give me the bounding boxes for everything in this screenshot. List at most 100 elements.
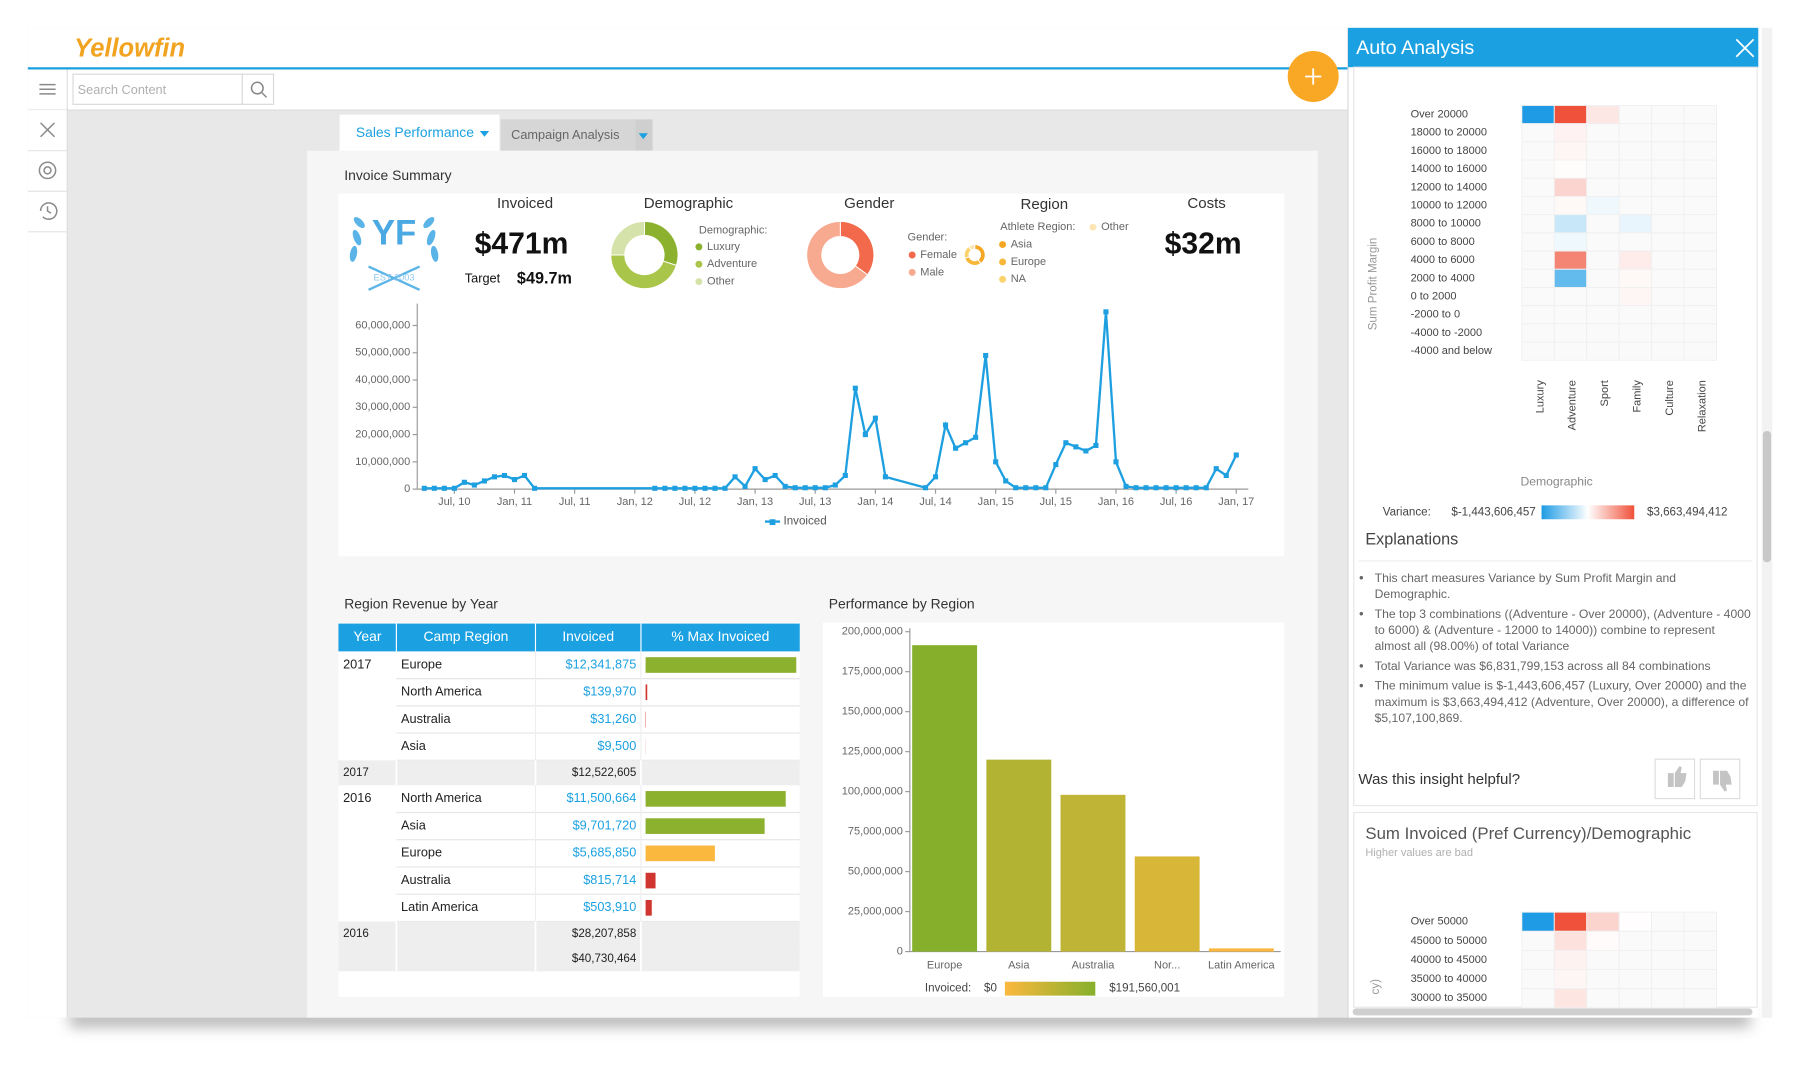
kpi-target: $49.7m xyxy=(517,270,572,288)
sidebar-icons xyxy=(38,83,58,220)
row-label: -4000 to -2000 xyxy=(1411,327,1483,339)
marker xyxy=(782,483,788,489)
legend-max: $3,663,494,412 xyxy=(1647,506,1727,518)
heat-cell xyxy=(1553,286,1588,307)
heat-cell xyxy=(1618,969,1653,990)
heat-cell xyxy=(1553,949,1588,971)
add-icon xyxy=(1305,68,1322,85)
kpi-title: Invoiced xyxy=(497,195,553,212)
heat-cell xyxy=(1651,930,1685,951)
tab-active[interactable] xyxy=(339,114,500,152)
heat-cell xyxy=(1683,988,1718,1009)
heat-cell xyxy=(1521,988,1555,1009)
close-icon[interactable] xyxy=(40,122,56,138)
heat-cell xyxy=(1553,988,1588,1009)
bar xyxy=(986,759,1052,952)
marker xyxy=(1113,459,1119,465)
pct-bar xyxy=(645,845,715,862)
kpi-target-label: Target xyxy=(465,271,501,286)
settings-icon[interactable] xyxy=(38,161,57,180)
heat-cell xyxy=(1618,949,1653,971)
sidebar xyxy=(27,110,68,1018)
heat-cell xyxy=(1586,232,1620,252)
marker xyxy=(1073,444,1079,450)
marker xyxy=(431,485,437,491)
column-label: Adventure xyxy=(1567,380,1579,430)
x-tick-label: Jan, 13 xyxy=(737,496,773,508)
heat-cell xyxy=(1683,930,1718,951)
heat-cell xyxy=(1651,250,1685,270)
heat-cell xyxy=(1683,232,1718,252)
legend-gradient xyxy=(1541,505,1635,520)
legend-title: Demographic: xyxy=(699,225,767,237)
logo: Yellowfin xyxy=(74,35,185,63)
y-tick-label: 75,000,000 xyxy=(848,826,903,838)
cell: Latin America xyxy=(401,899,479,914)
cell: $11,500,664 xyxy=(566,790,636,805)
heat-cell xyxy=(1521,286,1555,307)
marker xyxy=(872,415,878,421)
legend-max: $191,560,001 xyxy=(1109,983,1180,995)
bar-card xyxy=(822,622,1285,997)
y-tick-label: 100,000,000 xyxy=(842,786,903,798)
heat-cell xyxy=(1521,159,1555,179)
x-tick-label: Jul, 14 xyxy=(919,496,951,508)
heat-cell xyxy=(1683,159,1718,179)
marker xyxy=(812,485,818,491)
heat-cell xyxy=(1521,195,1555,216)
heat-cell xyxy=(1651,159,1685,179)
cell: $9,701,720 xyxy=(573,817,637,832)
cell: $31,260 xyxy=(590,711,636,726)
heat-cell xyxy=(1553,105,1588,125)
cell: $12,341,875 xyxy=(565,656,636,671)
heat-cell xyxy=(1553,195,1588,216)
marker xyxy=(1143,485,1149,491)
marker xyxy=(842,472,848,479)
marker xyxy=(1123,483,1129,489)
column-label: Luxury xyxy=(1534,380,1546,414)
legend-label: Europe xyxy=(1011,256,1046,268)
heat-cell xyxy=(1683,286,1718,307)
heat-cell xyxy=(1618,105,1653,125)
scrollbar-thumb[interactable] xyxy=(1762,431,1772,563)
kpi-value: $471m xyxy=(475,228,569,261)
heat-cell xyxy=(1586,969,1620,990)
marker xyxy=(1023,485,1029,491)
cell: 2017 xyxy=(343,767,369,779)
legend-title: Athlete Region: xyxy=(1000,221,1075,233)
heat-cell xyxy=(1651,305,1685,325)
legend-min: $0 xyxy=(984,983,997,995)
heat-cell xyxy=(1586,323,1620,343)
marker xyxy=(792,485,798,491)
marker xyxy=(521,472,528,479)
legend-label: Male xyxy=(920,266,944,278)
heat-cell xyxy=(1618,988,1653,1009)
table-title: Region Revenue by Year xyxy=(344,596,498,612)
search-icon[interactable] xyxy=(250,81,268,98)
marker xyxy=(501,472,508,479)
menu-icon[interactable] xyxy=(39,83,56,95)
kpi-title: Costs xyxy=(1187,195,1225,212)
legend-dot xyxy=(908,268,916,276)
heat-cell xyxy=(1618,911,1653,932)
panel-close[interactable] xyxy=(1735,38,1755,58)
history-icon[interactable] xyxy=(39,202,58,220)
marker xyxy=(983,352,989,359)
marker xyxy=(882,474,888,480)
legend-label: Adventure xyxy=(707,258,757,270)
heat-cell xyxy=(1521,323,1555,343)
bar xyxy=(1134,856,1200,952)
heat-cell xyxy=(1521,911,1555,932)
thumbs-up-icon xyxy=(1667,766,1687,787)
h-scrollbar[interactable] xyxy=(1352,1008,1753,1016)
heat-cell xyxy=(1586,177,1620,197)
thumbs-down-icon xyxy=(1713,770,1732,792)
marker xyxy=(672,485,678,491)
marker xyxy=(1203,485,1209,491)
tab[interactable] xyxy=(500,119,636,151)
search-box[interactable] xyxy=(72,73,275,105)
x-tick-label: Jan, 12 xyxy=(617,496,653,508)
heat-cell xyxy=(1553,969,1588,990)
